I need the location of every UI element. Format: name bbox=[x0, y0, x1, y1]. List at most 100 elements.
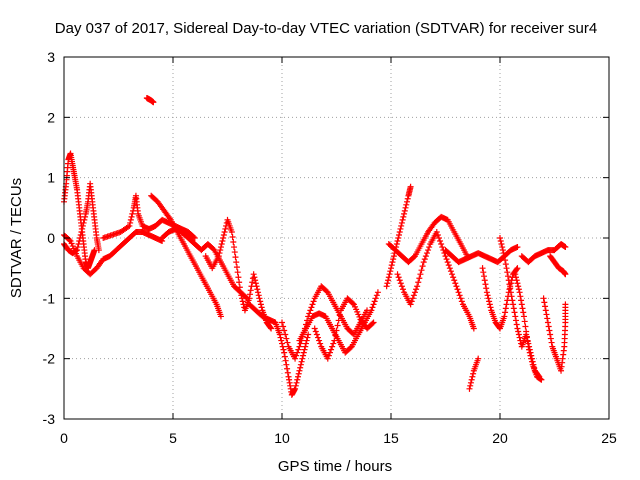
y-tick-label: 3 bbox=[47, 49, 55, 65]
series-sat-k bbox=[296, 289, 381, 356]
data-point bbox=[314, 334, 321, 341]
data-point bbox=[513, 266, 520, 273]
data-point bbox=[331, 337, 338, 344]
data-point bbox=[417, 271, 424, 278]
data-point bbox=[422, 253, 429, 260]
series-sat-e bbox=[143, 95, 157, 106]
data-point bbox=[515, 328, 522, 335]
data-point bbox=[280, 323, 287, 330]
data-point bbox=[233, 264, 240, 271]
data-point bbox=[512, 271, 519, 278]
data-point bbox=[444, 259, 451, 266]
data-point bbox=[254, 286, 261, 293]
grid-lines bbox=[64, 57, 609, 419]
data-point bbox=[76, 235, 83, 241]
data-point bbox=[297, 361, 304, 368]
data-point bbox=[127, 219, 134, 226]
data-point bbox=[523, 333, 530, 340]
data-point bbox=[280, 346, 287, 353]
data-point bbox=[267, 324, 274, 331]
data-point bbox=[233, 259, 240, 266]
series-sat-h bbox=[202, 216, 275, 332]
data-point bbox=[538, 376, 545, 383]
data-point bbox=[292, 385, 299, 392]
series-sat-q bbox=[466, 355, 482, 392]
data-point bbox=[232, 254, 239, 261]
data-point bbox=[510, 305, 517, 312]
data-point bbox=[409, 295, 416, 302]
data-point bbox=[522, 323, 529, 330]
data-point bbox=[220, 231, 227, 238]
data-point bbox=[332, 332, 339, 339]
data-point bbox=[502, 257, 509, 264]
data-point bbox=[410, 254, 417, 261]
data-point bbox=[394, 238, 401, 245]
data-point bbox=[252, 277, 259, 284]
data-point bbox=[297, 340, 304, 347]
data-point bbox=[542, 303, 549, 310]
data-point bbox=[328, 346, 335, 353]
data-point bbox=[279, 340, 285, 347]
data-point bbox=[281, 349, 288, 356]
data-point bbox=[334, 322, 341, 329]
data-point bbox=[239, 298, 246, 305]
data-point bbox=[512, 313, 519, 320]
data-point bbox=[219, 238, 226, 245]
data-point bbox=[547, 335, 554, 342]
data-point bbox=[248, 283, 255, 290]
data-point bbox=[397, 225, 404, 232]
data-point bbox=[502, 305, 509, 312]
data-point bbox=[190, 233, 197, 240]
data-point bbox=[434, 231, 441, 238]
data-point bbox=[501, 313, 508, 320]
data-point bbox=[386, 271, 393, 278]
data-point bbox=[283, 361, 290, 368]
data-point bbox=[437, 238, 444, 245]
data-point bbox=[469, 373, 476, 380]
series-sat-a bbox=[61, 150, 98, 272]
x-tick-label: 20 bbox=[492, 430, 508, 446]
data-point bbox=[542, 307, 549, 314]
data-point bbox=[390, 256, 397, 263]
series-sat-i bbox=[246, 301, 312, 398]
data-point bbox=[129, 210, 136, 217]
data-point bbox=[258, 304, 265, 311]
data-point bbox=[336, 312, 343, 319]
data-point bbox=[335, 317, 342, 324]
data-point bbox=[220, 235, 227, 241]
data-point bbox=[507, 285, 514, 292]
data-point bbox=[398, 222, 405, 229]
x-tick-label: 25 bbox=[601, 430, 617, 446]
data-point bbox=[326, 349, 333, 356]
data-point bbox=[374, 289, 381, 296]
series-sat-o bbox=[394, 228, 477, 332]
data-point bbox=[305, 331, 312, 338]
data-point bbox=[257, 301, 264, 308]
data-point bbox=[303, 337, 310, 344]
data-point bbox=[519, 305, 526, 312]
data-point bbox=[439, 244, 446, 251]
data-point bbox=[292, 382, 299, 389]
data-point bbox=[526, 349, 533, 356]
data-point bbox=[284, 365, 291, 372]
x-tick-label: 5 bbox=[169, 430, 177, 446]
data-point bbox=[401, 210, 408, 217]
data-point bbox=[514, 325, 521, 332]
data-point bbox=[247, 291, 254, 298]
data-point bbox=[284, 339, 291, 346]
y-tick-label: 1 bbox=[47, 170, 55, 186]
data-point bbox=[505, 277, 512, 284]
data-point bbox=[548, 339, 555, 346]
data-point bbox=[395, 231, 402, 238]
data-point bbox=[419, 263, 426, 270]
data-point bbox=[443, 256, 450, 263]
data-point bbox=[453, 283, 460, 290]
series-sat-l bbox=[311, 295, 377, 362]
data-point bbox=[395, 235, 402, 241]
data-point bbox=[395, 274, 402, 281]
data-point bbox=[515, 331, 522, 338]
data-point bbox=[256, 295, 263, 302]
data-point bbox=[229, 233, 236, 240]
data-point bbox=[349, 300, 356, 307]
data-point bbox=[217, 313, 224, 320]
